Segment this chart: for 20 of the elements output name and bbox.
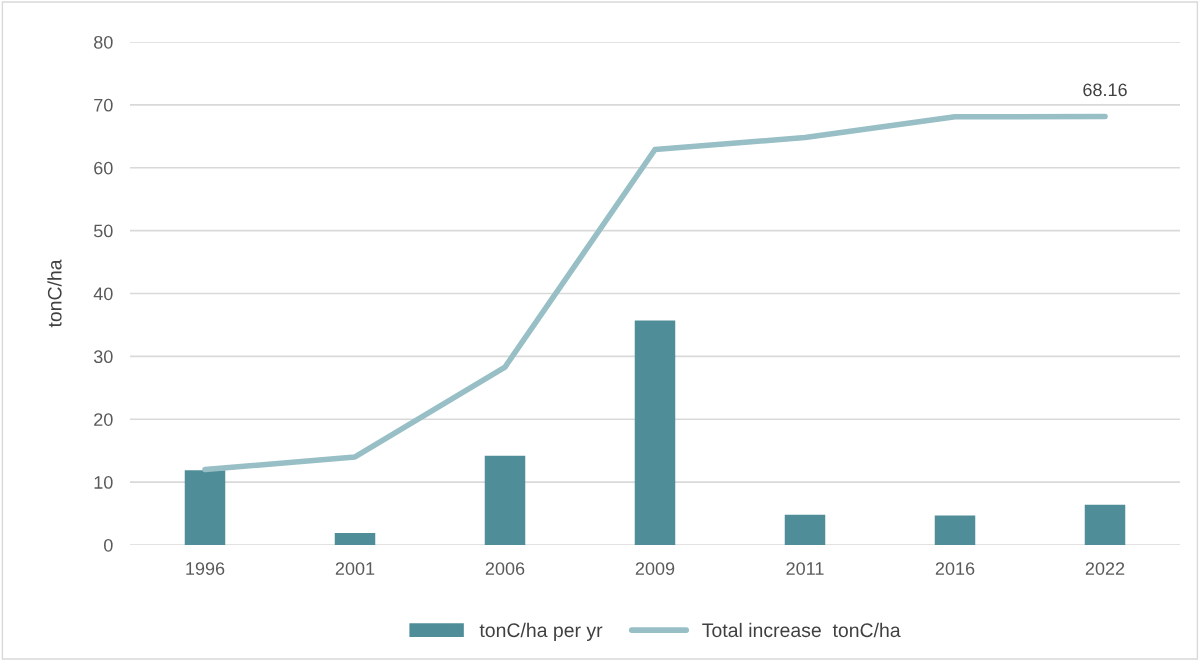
x-tick-label: 2016: [935, 562, 975, 575]
y-tick-label: 50: [93, 224, 113, 238]
y-tick-label: 10: [94, 476, 113, 489]
legend-label: tonC/ha per yr: [479, 622, 603, 641]
x-tick-label: 2006: [485, 562, 525, 575]
y-tick-label: 60: [94, 161, 113, 175]
y-tick-label: 40: [93, 287, 113, 301]
x-tick-label: 1996: [186, 562, 225, 575]
legend-label: Total increase tonC/ha: [702, 622, 901, 638]
y-tick-label: 30: [93, 350, 113, 364]
y-tick-label: 20: [94, 413, 113, 426]
data-label: 68.16: [1083, 83, 1127, 97]
y-tick-label: 0: [104, 538, 113, 552]
x-tick-label: 2009: [635, 562, 675, 575]
x-tick-label: 2001: [335, 562, 375, 575]
x-tick-label: 2011: [786, 562, 824, 575]
y-axis-title: tonC/ha: [47, 259, 62, 328]
x-tick-label: 2022: [1085, 562, 1125, 575]
y-tick-label: 70: [94, 98, 113, 112]
y-tick-label: 80: [94, 35, 113, 49]
